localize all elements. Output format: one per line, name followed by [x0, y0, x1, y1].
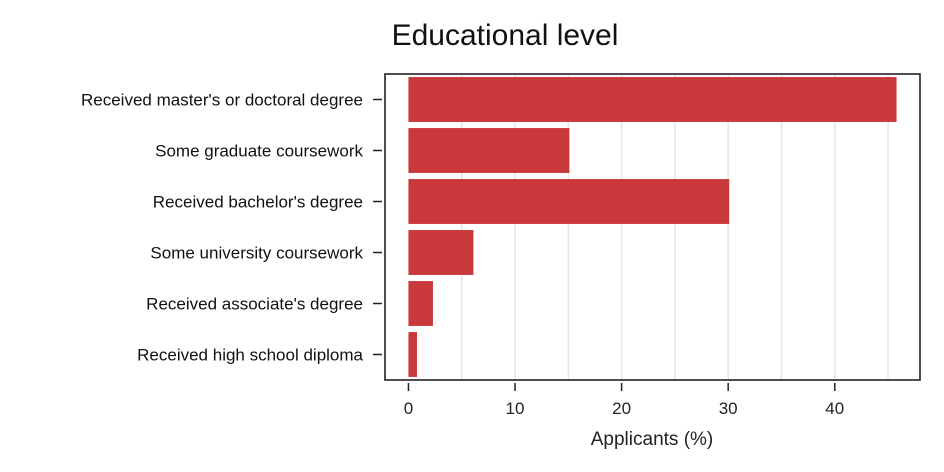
chart-title: Educational level — [392, 19, 619, 52]
bar — [408, 230, 474, 275]
bar — [408, 128, 570, 173]
x-tick-label: 10 — [506, 399, 525, 418]
grid-lines — [460, 75, 889, 379]
category-label: Received bachelor's degree — [153, 193, 363, 212]
x-tick-label: 40 — [825, 399, 844, 418]
category-label: Received high school diploma — [137, 346, 363, 365]
category-label: Some graduate coursework — [155, 142, 363, 161]
bars — [408, 77, 897, 377]
category-label: Received master's or doctoral degree — [81, 91, 363, 110]
category-label: Received associate's degree — [146, 295, 363, 314]
bar — [408, 332, 417, 377]
x-tick-label: 30 — [719, 399, 738, 418]
x-tick-label: 0 — [404, 399, 413, 418]
bar — [408, 179, 730, 224]
x-axis-label: Applicants (%) — [591, 429, 714, 450]
category-label: Some university coursework — [150, 244, 363, 263]
y-axis: Received master's or doctoral degree Some… — [81, 91, 382, 365]
x-tick-label: 20 — [612, 399, 631, 418]
bar — [408, 281, 433, 326]
plot-frame — [384, 73, 921, 381]
bar — [408, 77, 897, 122]
x-axis: 0 10 20 30 40 — [404, 383, 844, 418]
